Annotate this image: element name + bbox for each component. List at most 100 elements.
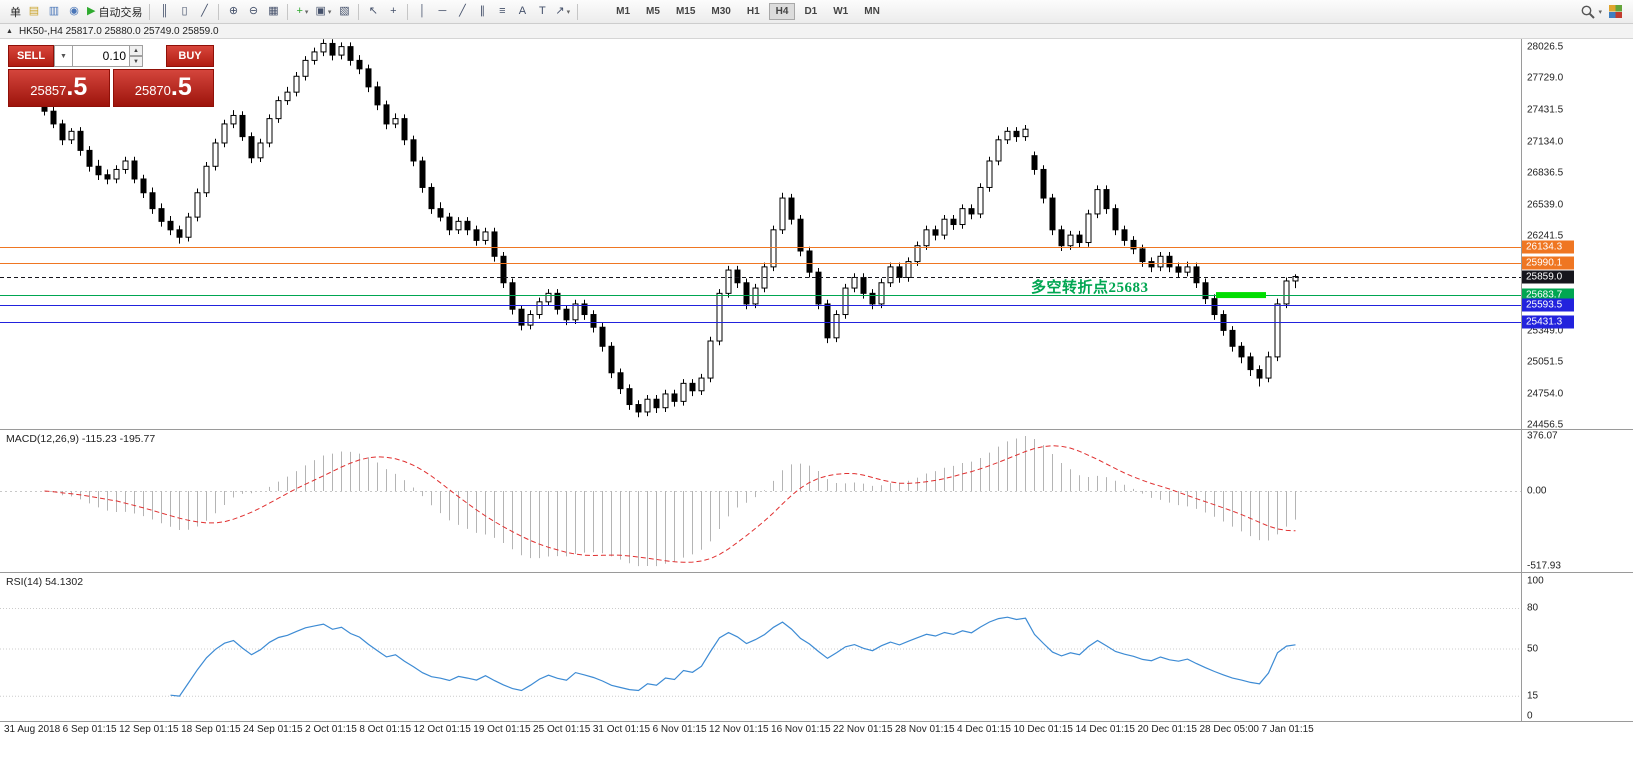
mql5-community-icon[interactable] [1605,2,1625,22]
price-level-tag: 25431.3 [1522,315,1574,329]
macd-axis-tick: 376.07 [1527,430,1558,442]
panel-separator[interactable] [0,572,1633,573]
toolbar-separator [577,3,579,20]
crosshair-icon[interactable]: + [383,2,403,22]
price-level-tag: 25990.1 [1522,256,1574,270]
market-watch-icon[interactable]: ▤ [24,2,44,22]
macd-canvas[interactable] [0,431,1521,572]
time-axis-label: 4 Dec 01:15 [957,724,1011,735]
arrows-tool-icon-glyph: ↗ [555,5,565,17]
search-caret-icon: ▾ [1598,8,1602,16]
time-axis-label: 28 Nov 01:15 [895,724,955,735]
toolbar-separator [358,3,360,20]
equidistant-channel-icon[interactable]: ∥ [472,2,492,22]
timeframe-d1-button[interactable]: D1 [797,3,824,20]
timeframe-h1-button[interactable]: H1 [740,3,767,20]
tile-windows-icon[interactable]: ▦ [263,2,283,22]
trade-panel-controls: SELL ▼ ▲ ▼ BUY [8,45,214,67]
time-axis-label: 10 Dec 01:15 [1013,724,1073,735]
cursor-icon[interactable]: ↖ [363,2,383,22]
collapse-triangle-icon[interactable]: ▲ [6,27,13,35]
price-axis-tick: 26241.5 [1527,230,1564,242]
search-icon[interactable]: ▾ [1577,2,1605,22]
time-axis-label: 14 Dec 01:15 [1075,724,1135,735]
timeframe-m1-button[interactable]: M1 [609,3,637,20]
candlestick-chart-icon-glyph: ▯ [181,5,188,17]
time-axis-label: 20 Dec 01:15 [1137,724,1197,735]
bar-chart-icon[interactable]: ║ [154,2,174,22]
fibonacci-icon[interactable]: ≡ [492,2,512,22]
vertical-line-icon[interactable]: │ [412,2,432,22]
annotation-text: 多空转折点25683 [1031,280,1149,296]
data-window-icon[interactable]: ▥ [44,2,64,22]
turning-point-annotation[interactable]: 多空转折点25683 [1031,276,1149,297]
volume-input[interactable] [73,45,130,67]
new-chart-icon[interactable]: + ▾ [292,2,312,22]
rsi-axis-tick: 80 [1527,602,1539,614]
autotrading-button-glyph: ▶ [87,5,96,17]
autotrading-button[interactable]: ▶ 自动交易 [84,2,145,22]
line-chart-icon-glyph: ╱ [201,5,208,17]
volume-increase-button[interactable]: ▲ [130,45,143,56]
panel-separator[interactable] [0,429,1633,430]
price-chart-canvas[interactable] [0,39,1521,429]
new-chart-icon-glyph: + [296,5,303,17]
buy-button[interactable]: BUY [166,45,214,67]
main-toolbar: 单 ▤ ▥ ◉ ▶ 自动交易 ║ ▯ ╱ ⊕ ⊖ ▦ + ▾ ▣ ▾ ▧ ↖ + │ ─ ╱ ∥ ≡ A T ↗ ▾ M1 M5 M15 M… [0,0,1633,24]
timeframe-mn-button[interactable]: MN [857,3,887,20]
time-axis-label: 24 Sep 01:15 [243,724,303,735]
timeframe-m15-button[interactable]: M15 [669,3,702,20]
rsi-axis-tick: 100 [1527,575,1544,587]
buy-price-big-digit: .5 [170,73,192,101]
price-axis-tick: 26539.0 [1527,199,1564,210]
zoom-out-icon[interactable]: ⊖ [243,2,263,22]
arrows-tool-icon[interactable]: ↗ ▾ [552,2,573,22]
sell-price-display[interactable]: 25857 .5 [8,69,110,107]
zoom-in-icon[interactable]: ⊕ [223,2,243,22]
trendline-icon[interactable]: ╱ [452,2,472,22]
candlestick-chart-icon[interactable]: ▯ [174,2,194,22]
mql5-logo-icon [1608,5,1622,18]
price-axis-tick: 28026.5 [1527,41,1564,53]
timeframe-m5-button[interactable]: M5 [639,3,667,20]
new-chart-icon-caret: ▾ [304,8,309,16]
timeframe-m30-button[interactable]: M30 [704,3,737,20]
chart-shift-icon-glyph: ▧ [339,5,350,17]
volume-decrease-button[interactable]: ▼ [130,56,143,67]
profiles-icon[interactable]: ▣ ▾ [312,2,334,22]
terminal-icon[interactable]: ◉ [64,2,84,22]
timeframe-h4-button[interactable]: H4 [768,3,796,20]
time-axis-label: 19 Oct 01:15 [473,724,531,735]
market-watch-icon-glyph: ▤ [28,5,40,17]
new-order-button[interactable]: 单 [4,2,24,22]
price-axis-tick: 24456.5 [1527,419,1564,431]
buy-price-display[interactable]: 25870 .5 [112,69,214,107]
sell-button[interactable]: SELL [8,45,54,67]
time-axis-label: 28 Dec 05:00 [1199,724,1259,735]
toolbar-separator [287,3,289,20]
sell-price-big-digit: .5 [66,73,88,101]
text-tool-icon[interactable]: A [512,2,532,22]
one-click-trading-panel: SELL ▼ ▲ ▼ BUY 25857 .5 25870 .5 [8,45,214,107]
time-axis[interactable]: 31 Aug 2018 6 Sep 01:15 12 Sep 01:15 18 Sep… [0,724,1314,735]
price-axis-tick: 25349.0 [1527,325,1564,337]
time-axis-label: 31 Aug 2018 [4,724,61,735]
arrows-tool-icon-caret: ▾ [566,8,571,16]
toolbar-separator [218,3,220,20]
order-type-dropdown[interactable]: ▼ [54,45,73,67]
horizontal-line-icon[interactable]: ─ [432,2,452,22]
line-chart-icon[interactable]: ╱ [194,2,214,22]
label-tool-icon[interactable]: T [532,2,552,22]
volume-stepper: ▲ ▼ [130,45,143,67]
chart-shift-icon[interactable]: ▧ [334,2,354,22]
time-axis-label: 6 Nov 01:15 [652,724,707,735]
data-window-icon-glyph: ▥ [48,5,60,17]
rsi-canvas[interactable] [0,574,1521,721]
time-axis-label: 16 Nov 01:15 [771,724,831,735]
price-axis-tick: 27134.0 [1527,136,1564,147]
time-axis-label: 31 Oct 01:15 [592,724,651,735]
price-axis-tick: 27431.5 [1527,104,1564,116]
timeframe-w1-button[interactable]: W1 [826,3,855,20]
price-axis-border [1521,39,1522,722]
